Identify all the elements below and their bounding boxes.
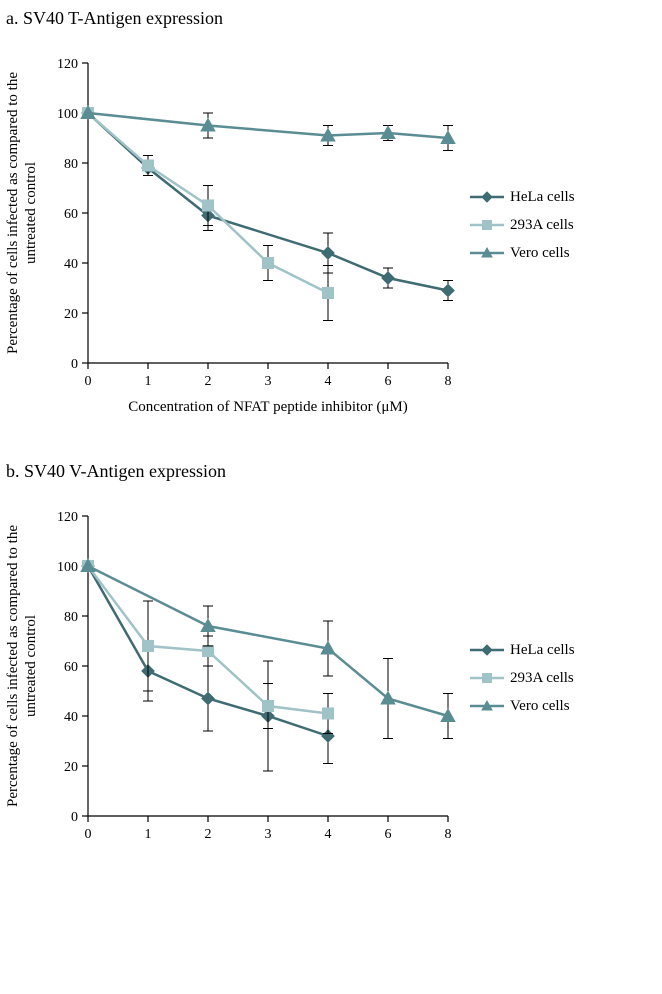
- panel-a: a. SV40 T-Antigen expression020406080100…: [0, 0, 662, 453]
- legend-item: 293A cells: [470, 664, 575, 692]
- svg-text:0: 0: [85, 827, 92, 842]
- svg-text:4: 4: [325, 374, 332, 389]
- svg-text:0: 0: [71, 357, 78, 372]
- legend-label: 293A cells: [510, 217, 574, 234]
- legend-marker-icon: [470, 643, 504, 657]
- legend-marker-icon: [470, 218, 504, 232]
- svg-text:4: 4: [325, 827, 332, 842]
- legend-marker-icon: [470, 246, 504, 260]
- svg-text:60: 60: [64, 660, 78, 675]
- legend: HeLa cells 293A cells Vero cells: [470, 183, 575, 267]
- svg-text:6: 6: [385, 374, 392, 389]
- svg-text:0: 0: [71, 810, 78, 825]
- legend-item: Vero cells: [470, 239, 575, 267]
- svg-text:1: 1: [145, 374, 152, 389]
- chart-a: 0 20 40 60 80 100 120 0 1 2 3 4 6 8 Concentration of N…: [0, 33, 662, 453]
- svg-text:1: 1: [145, 827, 152, 842]
- panel-b: b. SV40 V-Antigen expression020406080100…: [0, 453, 662, 906]
- legend-item: HeLa cells: [470, 183, 575, 211]
- legend-marker-icon: [470, 699, 504, 713]
- svg-text:80: 80: [64, 610, 78, 625]
- svg-text:120: 120: [57, 57, 78, 72]
- legend-label: HeLa cells: [510, 189, 575, 206]
- legend-marker-icon: [470, 671, 504, 685]
- x-axis-label: Concentration of NFAT peptide inhibitor …: [128, 399, 408, 415]
- panel-title: b. SV40 V-Antigen expression: [0, 453, 662, 486]
- legend-label: HeLa cells: [510, 642, 575, 659]
- legend-label: Vero cells: [510, 698, 570, 715]
- svg-text:20: 20: [64, 307, 78, 322]
- svg-text:8: 8: [445, 827, 452, 842]
- svg-text:120: 120: [57, 510, 78, 525]
- svg-text:40: 40: [64, 710, 78, 725]
- svg-text:6: 6: [385, 827, 392, 842]
- svg-text:0: 0: [85, 374, 92, 389]
- y-axis-label: Percentage of cells infected as compared…: [5, 525, 39, 807]
- legend-item: HeLa cells: [470, 636, 575, 664]
- legend-label: Vero cells: [510, 245, 570, 262]
- svg-text:2: 2: [205, 374, 212, 389]
- svg-text:80: 80: [64, 157, 78, 172]
- panel-title: a. SV40 T-Antigen expression: [0, 0, 662, 33]
- legend-item: 293A cells: [470, 211, 575, 239]
- legend-item: Vero cells: [470, 692, 575, 720]
- svg-text:8: 8: [445, 374, 452, 389]
- svg-text:100: 100: [57, 560, 78, 575]
- legend-marker-icon: [470, 190, 504, 204]
- legend-label: 293A cells: [510, 670, 574, 687]
- y-axis-label: Percentage of cells infected as compared…: [5, 72, 39, 354]
- svg-text:3: 3: [265, 374, 272, 389]
- svg-text:40: 40: [64, 257, 78, 272]
- svg-text:100: 100: [57, 107, 78, 122]
- legend: HeLa cells 293A cells Vero cells: [470, 636, 575, 720]
- svg-text:3: 3: [265, 827, 272, 842]
- svg-text:60: 60: [64, 207, 78, 222]
- svg-text:2: 2: [205, 827, 212, 842]
- svg-text:20: 20: [64, 760, 78, 775]
- chart-b: 0 20 40 60 80 100 120 0 1 2 3 4 6 8 Percentage of cell…: [0, 486, 662, 906]
